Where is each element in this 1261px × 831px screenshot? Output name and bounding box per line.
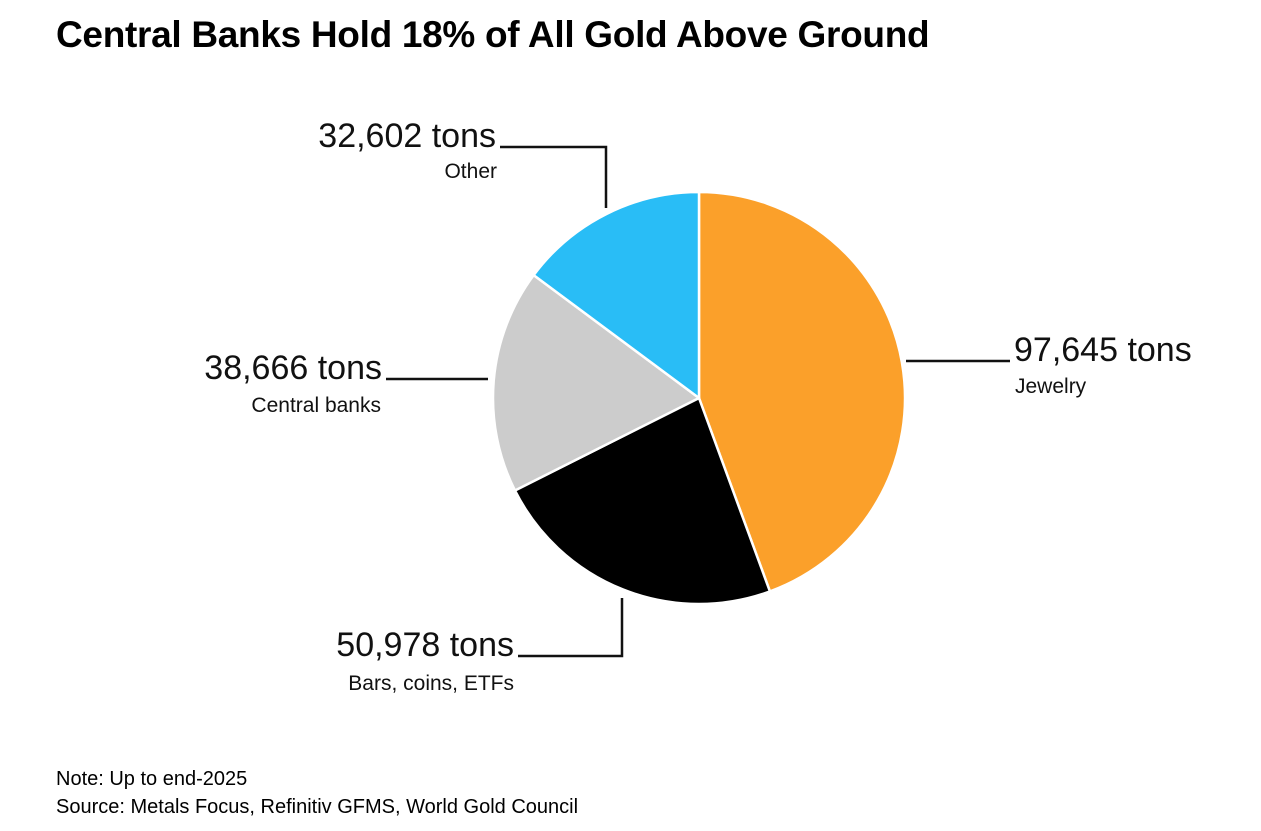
leader-line-bars-coins-etfs (518, 598, 624, 658)
pie-slice-jewelry (697, 190, 907, 593)
note-text: Note: Up to end-2025 (56, 768, 248, 790)
footnotes: Note: Up to end-2025 Source: Metals Focu… (56, 765, 578, 821)
pie-slice-bars-coins-etfs (513, 396, 772, 606)
slice-label-jewelry: Jewelry (1015, 375, 1087, 398)
chart-title: Central Banks Hold 18% of All Gold Above… (56, 14, 930, 55)
slice-label-central-banks: Central banks (251, 394, 381, 417)
leader-lines (386, 145, 1010, 658)
pie-slices (491, 190, 907, 606)
slice-label-other: Other (444, 160, 497, 183)
source-text: Source: Metals Focus, Refinitiv GFMS, Wo… (56, 796, 579, 818)
slice-label-bars-coins-etfs: Bars, coins, ETFs (348, 672, 514, 695)
pie-slice-central-banks (491, 273, 701, 492)
leader-line-other (500, 145, 608, 208)
slice-value-jewelry: 97,645 tons (1014, 331, 1192, 369)
slice-labels: 97,645 tons Jewelry 50,978 tons Bars, co… (204, 117, 1191, 695)
pie-slice-other (532, 190, 701, 400)
slice-value-bars-coins-etfs: 50,978 tons (336, 626, 514, 664)
slice-value-central-banks: 38,666 tons (204, 349, 382, 387)
slice-value-other: 32,602 tons (318, 117, 496, 155)
